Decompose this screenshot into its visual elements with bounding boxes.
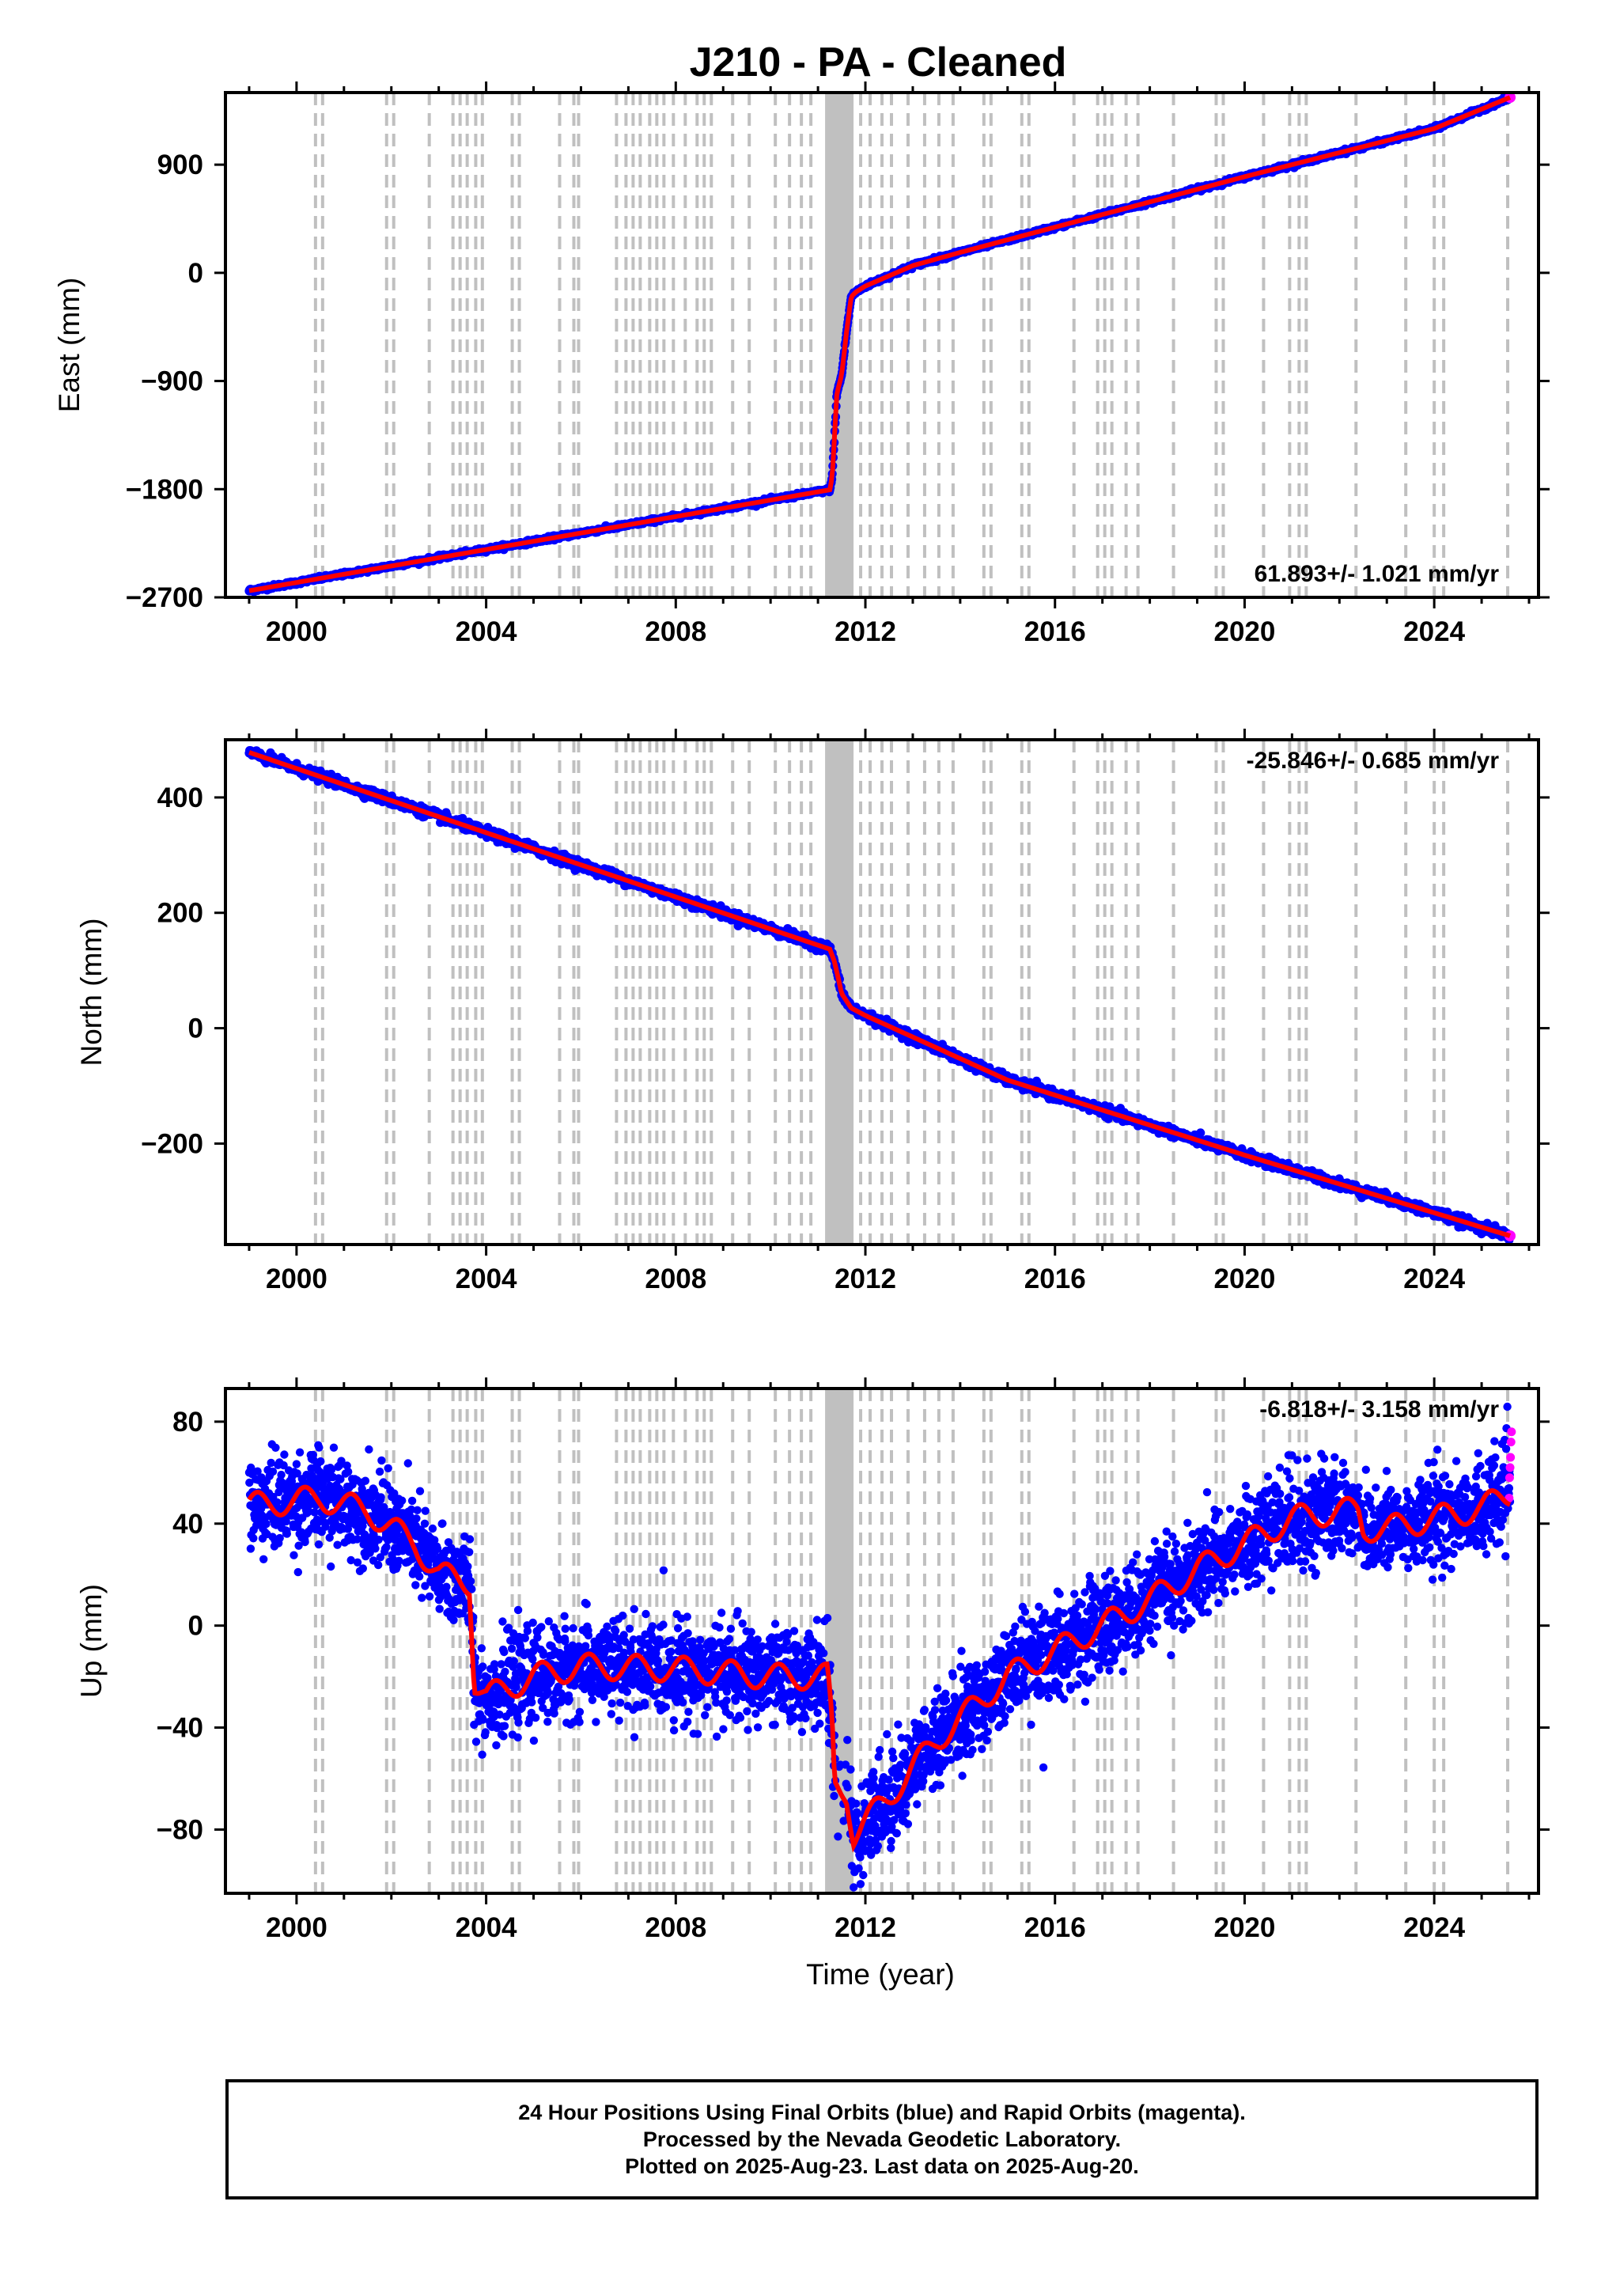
rate-label: 61.893+/- 1.021 mm/yr [1255,561,1500,587]
x-tick-label: 2024 [1403,616,1465,647]
plot-frame [224,91,1540,599]
y-tick-label: −2700 [126,582,203,613]
x-tick-label: 2008 [645,616,706,647]
final-orbit-points [244,93,1516,597]
y-tick-label: 0 [188,258,203,289]
x-tick-label: 2004 [456,616,517,647]
chart-title: J210 - PA - Cleaned [690,40,1067,85]
y-tick-label: −900 [141,366,203,397]
panel-north: 2000 2004 2008 2012 2016 2020 2024−2000200400N… [75,729,1550,1294]
x-tick-label: 2020 [1214,616,1276,647]
x-tick-label: 2016 [1024,616,1086,647]
y-tick-label: −1800 [126,474,203,505]
final-orbit-point [1196,1128,1205,1138]
panels: 2000 2004 2008 2012 2016 2020 2024 −2700 −1800 −9… [53,81,1550,1943]
x-tick-label: 2012 [835,616,896,647]
x-tick-label: 2000 [266,616,327,647]
y-tick-label: 900 [157,150,203,180]
y-axis-label: East (mm) [53,278,85,413]
final-orbit-points [244,746,1516,1245]
panel-east: 2000 2004 2008 2012 2016 2020 2024 −2700 −1800 −9… [53,81,1550,647]
smoothed-trend-line [248,95,1512,593]
